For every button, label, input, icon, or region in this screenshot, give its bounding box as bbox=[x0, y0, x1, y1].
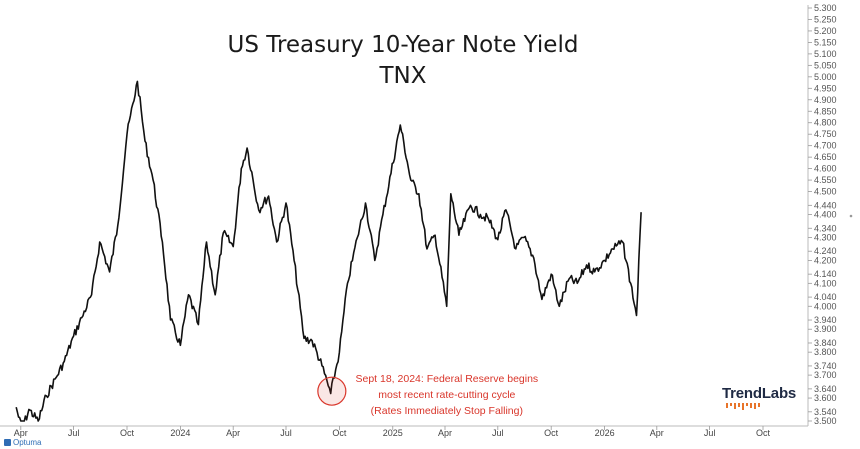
series-line-tnx bbox=[15, 80, 642, 422]
annotation-text-line: (Rates Immediately Stop Falling) bbox=[371, 405, 523, 417]
y-tick-label: 3.640 bbox=[814, 384, 837, 394]
chart-title: US Treasury 10-Year Note Yield bbox=[228, 32, 579, 58]
y-tick-label: 3.740 bbox=[814, 361, 837, 371]
brand-bars-icon bbox=[726, 403, 802, 410]
x-tick-label: 2026 bbox=[595, 428, 615, 438]
optuma-logo-icon bbox=[4, 439, 11, 446]
x-tick-label: Jul bbox=[704, 428, 716, 438]
y-tick-label: 3.840 bbox=[814, 338, 837, 348]
brand-name: TrendLabs bbox=[722, 385, 797, 402]
y-tick-label: 5.050 bbox=[814, 60, 837, 70]
y-tick-label: 5.150 bbox=[814, 37, 837, 47]
y-tick-label: 4.650 bbox=[814, 152, 837, 162]
x-tick-label: 2025 bbox=[383, 428, 403, 438]
annotation-text-line: Sept 18, 2024: Federal Reserve begins bbox=[355, 373, 538, 385]
y-tick-label: 5.250 bbox=[814, 14, 837, 24]
y-tick-label: 4.240 bbox=[814, 246, 837, 256]
y-tick-label: 4.300 bbox=[814, 232, 837, 242]
y-tick-label: 5.200 bbox=[814, 26, 837, 36]
series-group bbox=[15, 80, 642, 422]
brand-logo: TrendLabs bbox=[722, 386, 802, 422]
y-tick-label: 5.300 bbox=[814, 3, 837, 13]
y-tick-label: 4.600 bbox=[814, 164, 837, 174]
annotation-text-line: most recent rate-cutting cycle bbox=[378, 389, 515, 401]
annotation-highlight-circle bbox=[317, 376, 347, 406]
x-tick-label: Oct bbox=[120, 428, 135, 438]
y-tick-label: 3.540 bbox=[814, 407, 837, 417]
y-tick-label: 4.200 bbox=[814, 255, 837, 265]
x-axis-ticks: Apr Jul Oct 2024 Apr Jul Oct 2025 Apr Jul Oct 2026 A… bbox=[14, 426, 771, 438]
y-tick-label: 4.140 bbox=[814, 269, 837, 279]
y-tick-label: 4.750 bbox=[814, 129, 837, 139]
x-tick-label: Apr bbox=[438, 428, 452, 438]
footer-source-label: Optuma bbox=[13, 438, 42, 447]
x-tick-label: Jul bbox=[68, 428, 80, 438]
x-tick-label: Jul bbox=[492, 428, 504, 438]
y-tick-label: 3.700 bbox=[814, 370, 837, 380]
y-tick-label: 5.000 bbox=[814, 72, 837, 82]
y-tick-label: 5.100 bbox=[814, 49, 837, 59]
y-tick-label: 4.000 bbox=[814, 301, 837, 311]
marker-left-edge bbox=[849, 214, 853, 218]
footer-source: Optuma bbox=[4, 438, 41, 447]
y-tick-label: 4.440 bbox=[814, 200, 837, 210]
y-tick-label: 3.800 bbox=[814, 347, 837, 357]
x-tick-label: 2024 bbox=[170, 428, 190, 438]
x-tick-label: Apr bbox=[226, 428, 240, 438]
y-tick-label: 4.040 bbox=[814, 292, 837, 302]
annotation-group: Sept 18, 2024: Federal Reserve begins mos… bbox=[317, 373, 538, 417]
y-tick-label: 4.950 bbox=[814, 83, 837, 93]
x-tick-label: Apr bbox=[650, 428, 664, 438]
y-tick-label: 4.900 bbox=[814, 95, 837, 105]
y-tick-label: 4.340 bbox=[814, 223, 837, 233]
y-tick-label: 3.500 bbox=[814, 416, 837, 426]
y-tick-label: 3.600 bbox=[814, 393, 837, 403]
x-tick-label: Jul bbox=[280, 428, 292, 438]
y-tick-label: 4.400 bbox=[814, 210, 837, 220]
x-tick-label: Oct bbox=[544, 428, 559, 438]
y-tick-label: 4.700 bbox=[814, 141, 837, 151]
y-tick-label: 4.500 bbox=[814, 187, 837, 197]
x-tick-label: Oct bbox=[756, 428, 771, 438]
y-tick-label: 4.550 bbox=[814, 175, 837, 185]
y-tick-label: 3.940 bbox=[814, 315, 837, 325]
x-tick-label: Apr bbox=[14, 428, 28, 438]
x-tick-label: Oct bbox=[332, 428, 347, 438]
y-tick-label: 4.800 bbox=[814, 118, 837, 128]
y-tick-label: 4.100 bbox=[814, 278, 837, 288]
chart-subtitle: TNX bbox=[378, 63, 426, 89]
y-tick-label: 3.900 bbox=[814, 324, 837, 334]
y-tick-label: 4.850 bbox=[814, 106, 837, 116]
